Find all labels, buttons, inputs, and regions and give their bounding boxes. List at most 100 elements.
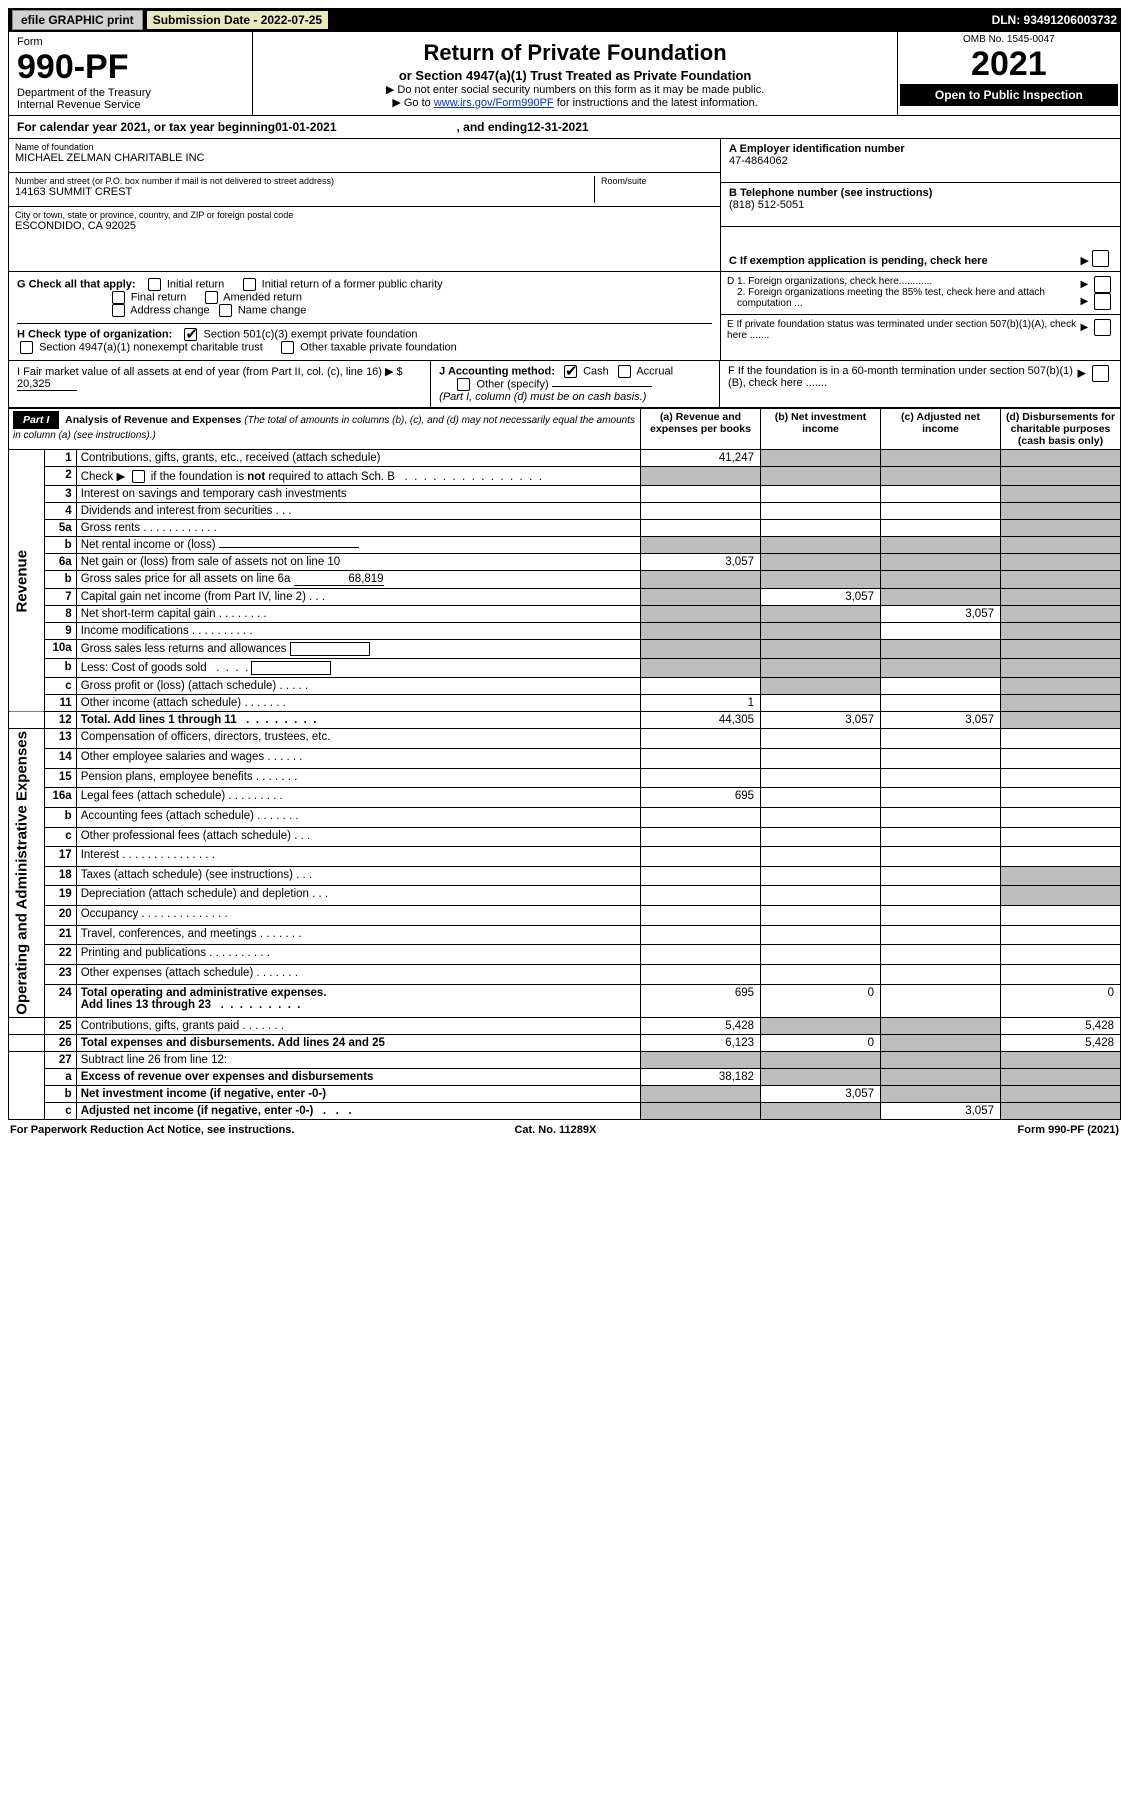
f-checkbox[interactable] [1092, 365, 1109, 382]
line-6a-a: 3,057 [641, 554, 761, 571]
entity-info: Name of foundation MICHAEL ZELMAN CHARIT… [8, 139, 1121, 272]
j-label: J Accounting method: [439, 365, 555, 377]
phone-label: B Telephone number (see instructions) [729, 187, 932, 199]
line-6b: Gross sales price for all assets on line… [76, 571, 640, 589]
j2: Accrual [636, 365, 673, 377]
col-d: (d) Disbursements for charitable purpose… [1001, 409, 1121, 450]
g4-checkbox[interactable] [205, 291, 218, 304]
line-4-no: 4 [44, 503, 76, 520]
line-11: Other income (attach schedule) . . . . .… [76, 695, 640, 712]
line-14-no: 14 [44, 749, 76, 769]
g2: Initial return of a former public charit… [262, 278, 443, 290]
line-27a-no: a [44, 1069, 76, 1086]
d2: 2. Foreign organizations meeting the 85%… [727, 287, 1080, 309]
g5-checkbox[interactable] [112, 304, 125, 317]
g1: Initial return [167, 278, 224, 290]
form-number: 990-PF [17, 48, 244, 87]
line-2-no: 2 [44, 467, 76, 486]
d2-checkbox[interactable] [1094, 293, 1111, 310]
line-21: Travel, conferences, and meetings . . . … [76, 925, 640, 945]
line-16c: Other professional fees (attach schedule… [76, 827, 640, 847]
h2: Section 4947(a)(1) nonexempt charitable … [39, 341, 263, 353]
cal-end: 12-31-2021 [527, 120, 588, 134]
j-cash-checkbox[interactable] [564, 365, 577, 378]
line-9: Income modifications . . . . . . . . . . [76, 623, 640, 640]
line-10a: Gross sales less returns and allowances [76, 640, 640, 659]
h1-checkbox[interactable] [184, 328, 197, 341]
addr-label: Number and street (or P.O. box number if… [15, 176, 594, 186]
line-7-no: 7 [44, 589, 76, 606]
g5: Address change [130, 304, 210, 316]
line-20: Occupancy . . . . . . . . . . . . . . [76, 906, 640, 926]
line-27c: Adjusted net income (if negative, enter … [76, 1103, 640, 1120]
line-18-no: 18 [44, 866, 76, 886]
line-24-a: 695 [641, 984, 761, 1018]
line-27a: Excess of revenue over expenses and disb… [76, 1069, 640, 1086]
line-4: Dividends and interest from securities .… [76, 503, 640, 520]
form-title: Return of Private Foundation [259, 40, 890, 66]
dept: Department of the Treasury [17, 87, 244, 99]
hij-row: I Fair market value of all assets at end… [8, 361, 1121, 408]
note-goto-pre: ▶ Go to [392, 97, 433, 109]
g2-checkbox[interactable] [243, 278, 256, 291]
phone: (818) 512-5051 [729, 199, 804, 211]
ein-label: A Employer identification number [729, 143, 905, 155]
j-note: (Part I, column (d) must be on cash basi… [439, 391, 646, 403]
irs: Internal Revenue Service [17, 99, 244, 111]
line-27c-no: c [44, 1103, 76, 1120]
i-value: 20,325 [17, 378, 77, 391]
omb: OMB No. 1545-0047 [900, 34, 1118, 45]
h3: Other taxable private foundation [300, 341, 457, 353]
line-3: Interest on savings and temporary cash i… [76, 486, 640, 503]
cal-pre: For calendar year 2021, or tax year begi… [17, 120, 275, 134]
g1-checkbox[interactable] [148, 278, 161, 291]
line-10b-no: b [44, 659, 76, 678]
line-16a: Legal fees (attach schedule) . . . . . .… [76, 788, 640, 808]
cal-begin: 01-01-2021 [275, 120, 336, 134]
line-10b: Less: Cost of goods sold . . . . [76, 659, 640, 678]
c-checkbox[interactable] [1092, 250, 1109, 267]
room-label: Room/suite [601, 176, 714, 186]
line-25-d: 5,428 [1001, 1018, 1121, 1035]
j3: Other (specify) [477, 378, 549, 390]
line-11-a: 1 [641, 695, 761, 712]
g6-checkbox[interactable] [219, 304, 232, 317]
line-6a-no: 6a [44, 554, 76, 571]
line-26-a: 6,123 [641, 1035, 761, 1052]
line-11-no: 11 [44, 695, 76, 712]
line-25-no: 25 [44, 1018, 76, 1035]
line-26: Total expenses and disbursements. Add li… [76, 1035, 640, 1052]
line-5a-no: 5a [44, 520, 76, 537]
d1-checkbox[interactable] [1094, 276, 1111, 293]
arrow-icon: ▶ [1081, 254, 1089, 267]
line-2-checkbox[interactable] [132, 470, 145, 483]
irs-link[interactable]: www.irs.gov/Form990PF [434, 97, 554, 109]
line-24: Total operating and administrative expen… [76, 984, 640, 1018]
g3-checkbox[interactable] [112, 291, 125, 304]
cal-mid: , and ending [457, 120, 528, 134]
line-10c: Gross profit or (loss) (attach schedule)… [76, 678, 640, 695]
revenue-vlabel: Revenue [9, 450, 45, 712]
col-a: (a) Revenue and expenses per books [641, 409, 761, 450]
line-12-no: 12 [44, 712, 76, 729]
line-1-no: 1 [44, 450, 76, 467]
g-label: G Check all that apply: [17, 278, 136, 290]
line-13-no: 13 [44, 729, 76, 749]
j-other-checkbox[interactable] [457, 378, 470, 391]
h2-checkbox[interactable] [20, 341, 33, 354]
line-24-no: 24 [44, 984, 76, 1018]
h3-checkbox[interactable] [281, 341, 294, 354]
line-25-a: 5,428 [641, 1018, 761, 1035]
part1-title: Analysis of Revenue and Expenses [65, 414, 241, 426]
form-header: Form 990-PF Department of the Treasury I… [8, 32, 1121, 116]
efile-print-button[interactable]: efile GRAPHIC print [12, 10, 143, 30]
line-2: Check ▶ if the foundation is not require… [76, 467, 640, 486]
footer-paperwork: For Paperwork Reduction Act Notice, see … [10, 1124, 294, 1136]
open-inspection: Open to Public Inspection [900, 84, 1118, 106]
line-6b-no: b [44, 571, 76, 589]
col-c: (c) Adjusted net income [881, 409, 1001, 450]
footer-form: Form 990-PF (2021) [1018, 1124, 1119, 1136]
j-accrual-checkbox[interactable] [618, 365, 631, 378]
line-7: Capital gain net income (from Part IV, l… [76, 589, 640, 606]
e-checkbox[interactable] [1094, 319, 1111, 336]
